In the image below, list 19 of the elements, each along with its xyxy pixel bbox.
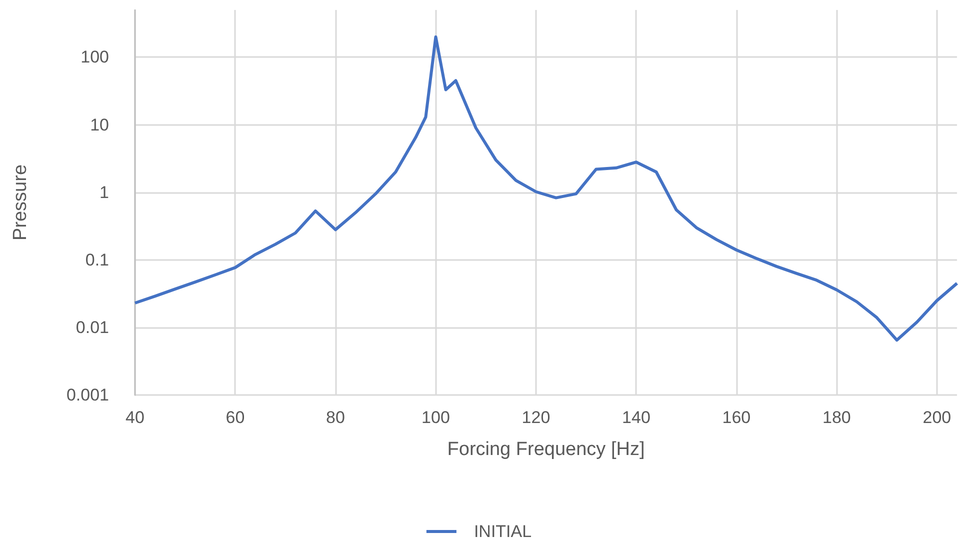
y-tick-label: 100 [80, 48, 109, 67]
x-tick-label: 140 [622, 408, 650, 427]
y-axis-title: Pressure [10, 164, 31, 241]
x-tick-label: 40 [126, 408, 144, 427]
y-tick-label: 0.1 [85, 250, 109, 270]
x-tick-label: 100 [422, 408, 450, 427]
x-axis-title: Forcing Frequency [Hz] [447, 439, 645, 460]
legend-label: INITIAL [474, 522, 532, 541]
x-tick-label: 120 [522, 408, 550, 427]
y-tick-label: 10 [90, 115, 109, 134]
y-tick-label: 0.01 [76, 318, 109, 337]
x-tick-label: 200 [922, 408, 952, 427]
line-series [134, 35, 958, 342]
x-tick-label: 160 [722, 408, 751, 427]
x-tick-label: 60 [226, 408, 245, 427]
y-tick-label: 0.001 [66, 386, 109, 404]
x-tick-label: 180 [822, 408, 851, 427]
y-tick-label: 1 [100, 182, 109, 202]
x-tick-label: 80 [326, 408, 345, 427]
